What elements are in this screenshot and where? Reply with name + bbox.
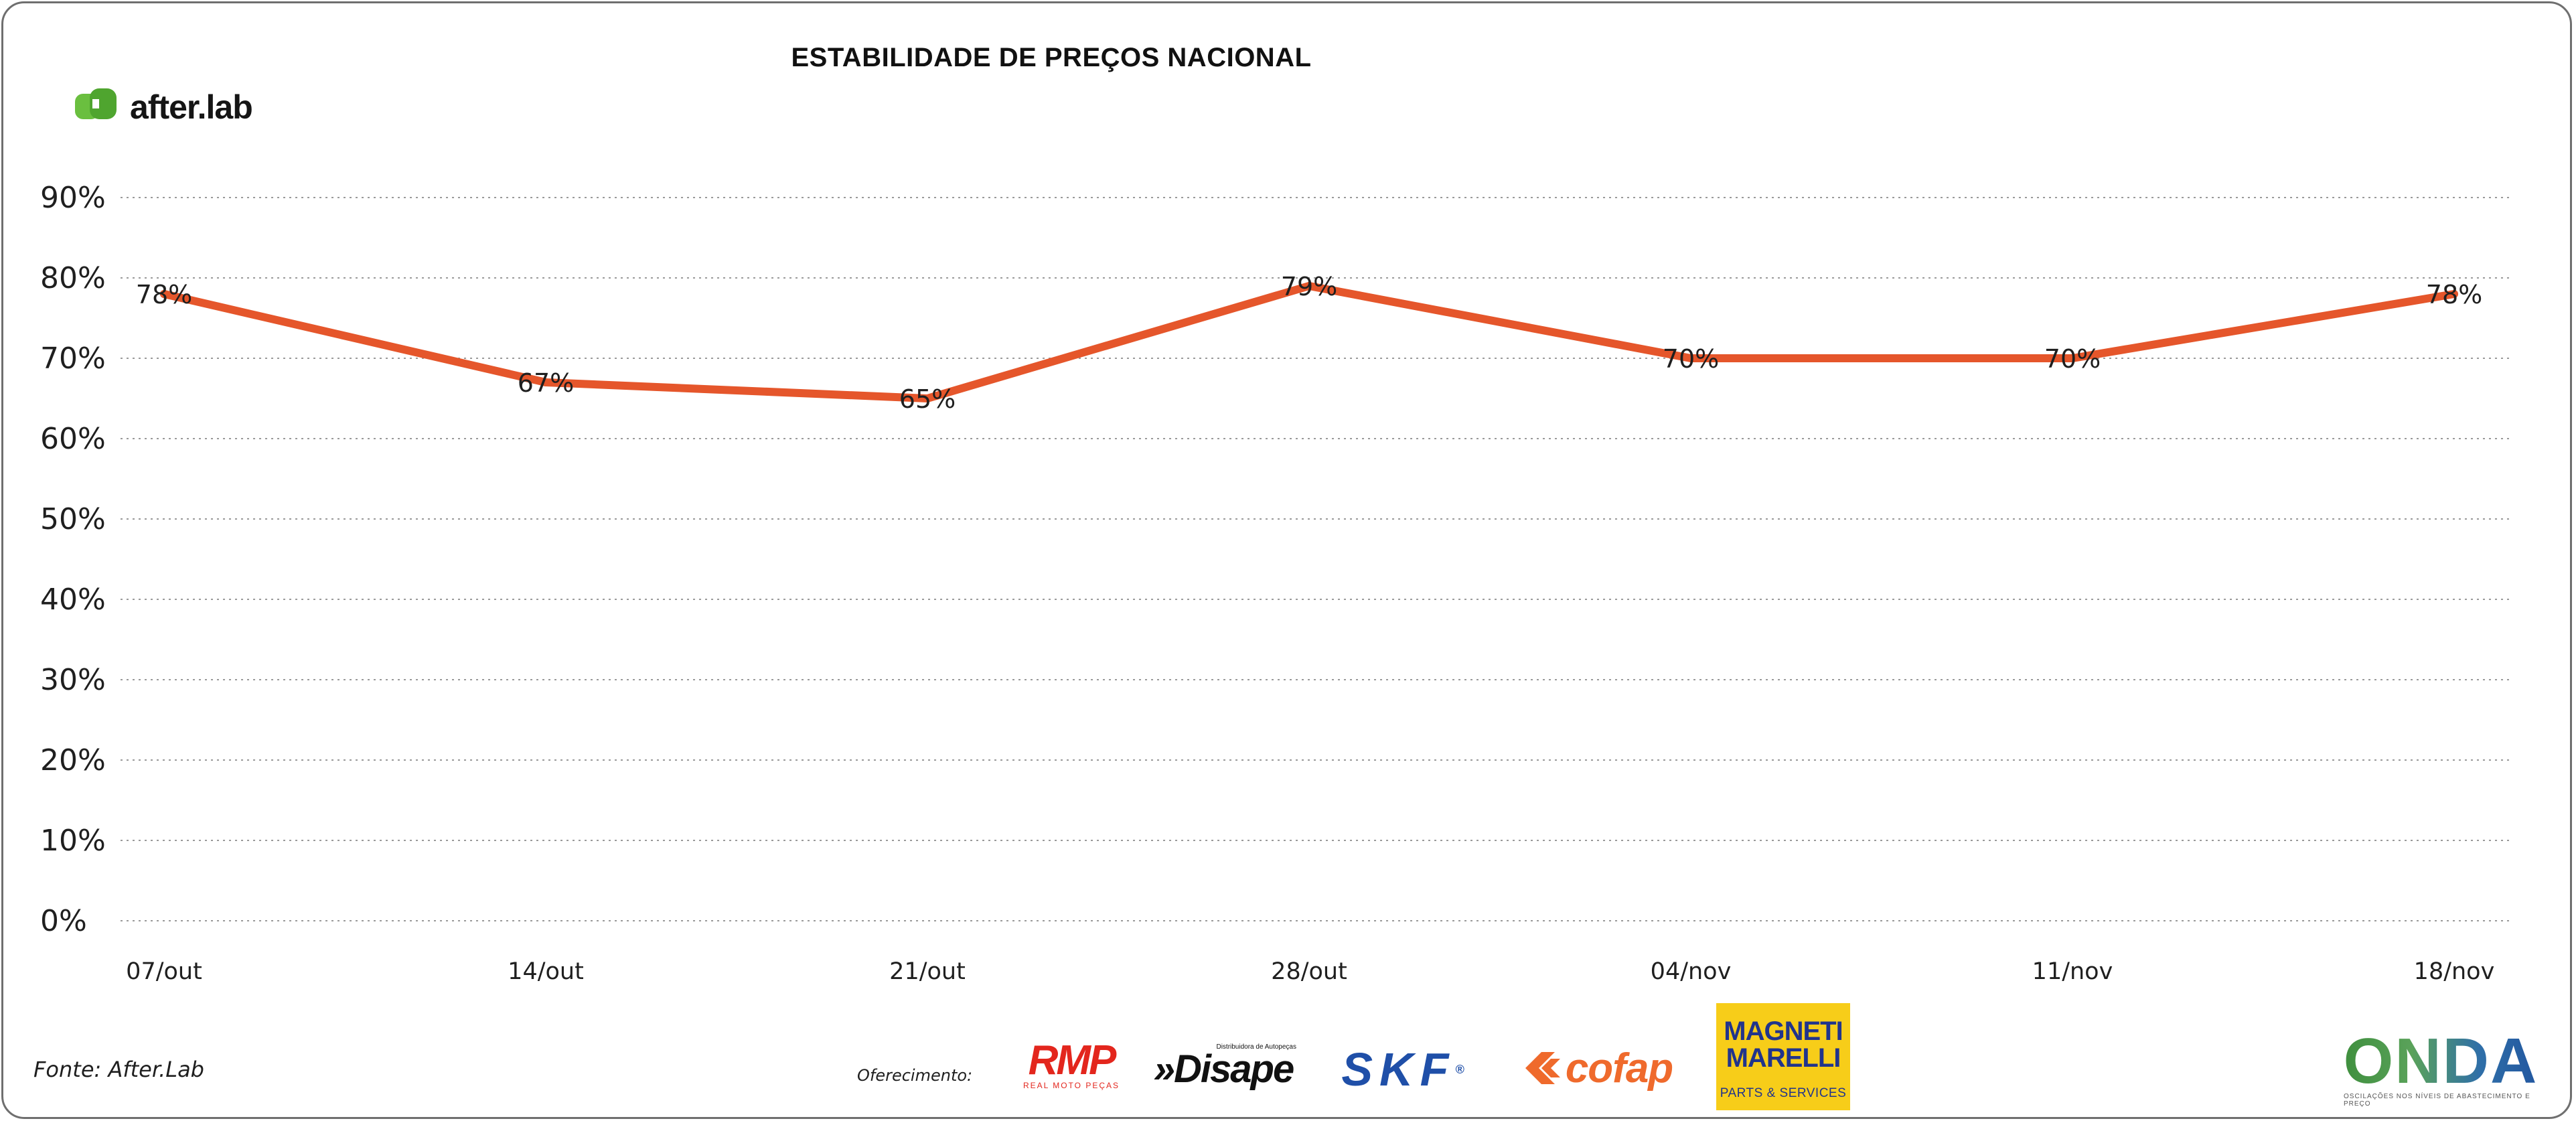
skf-text: SKF: [1341, 1043, 1456, 1096]
series-line: [160, 282, 2458, 402]
grid-lines: [121, 197, 2510, 921]
x-tick-label: 11/nov: [2032, 958, 2113, 985]
data-label: 78%: [136, 280, 192, 309]
onda-name: ONDA: [2343, 1025, 2539, 1097]
parts-services-line: PARTS & SERVICES: [1720, 1086, 1847, 1100]
disape-tagline: Distribuidora de Autopeças: [1216, 1043, 1296, 1051]
source-note: Fonte: After.Lab: [33, 1057, 204, 1082]
x-axis-ticks: 07/out 14/out 21/out 28/out 04/nov 11/nov 18/n…: [126, 958, 2494, 985]
data-point: [923, 394, 931, 402]
skf-logo: SKF®: [1319, 1046, 1487, 1093]
data-point: [2068, 354, 2076, 362]
magneti-marelli-logo: MAGNETI MARELLI PARTS & SERVICES: [1716, 1003, 1850, 1110]
y-axis-ticks: 0% 10% 20% 30% 40% 50% 60% 70% 80% 90%: [40, 181, 106, 938]
data-label: 70%: [2044, 344, 2101, 374]
series-polyline: [160, 282, 2458, 402]
rmp-name: RMP: [1028, 1037, 1117, 1083]
cofap-chevron-icon: [1525, 1052, 1560, 1084]
x-tick-label: 14/out: [508, 958, 584, 985]
y-tick-label: 60%: [40, 422, 106, 456]
afterlab-brand: after.lab: [75, 87, 253, 127]
data-label: 65%: [899, 384, 956, 414]
data-point: [2450, 290, 2458, 298]
afterlab-wordmark: after.lab: [130, 88, 253, 126]
onda-logo: ONDA OSCILAÇÕES NOS NÍVEIS DE ABASTECIME…: [2343, 1025, 2539, 1108]
data-label: 70%: [1663, 344, 1719, 374]
chart-title: ESTABILIDADE DE PREÇOS NACIONAL: [791, 43, 1312, 72]
y-tick-label: 20%: [40, 743, 106, 777]
y-tick-label: 80%: [40, 261, 106, 295]
onda-tagline: OSCILAÇÕES NOS NÍVEIS DE ABASTECIMENTO E…: [2344, 1093, 2530, 1108]
y-tick-label: 0%: [40, 904, 87, 938]
y-tick-label: 10%: [40, 824, 106, 858]
cofap-name: cofap: [1565, 1045, 1673, 1092]
data-point: [542, 378, 550, 386]
x-tick-label: 04/nov: [1651, 958, 1732, 985]
skf-name: SKF®: [1341, 1046, 1464, 1093]
data-point: [160, 290, 168, 298]
magneti-line1: MAGNETI: [1724, 1017, 1843, 1046]
y-tick-label: 30%: [40, 663, 106, 697]
disape-name: »Disape: [1153, 1047, 1294, 1091]
cofap-logo: cofap: [1500, 1045, 1694, 1092]
x-tick-label: 07/out: [126, 958, 202, 985]
skf-registered-mark: ®: [1455, 1063, 1464, 1076]
y-tick-label: 90%: [40, 181, 106, 215]
afterlab-logo-icon: [75, 88, 117, 119]
x-tick-label: 28/out: [1271, 958, 1347, 985]
data-labels: 78% 67% 65% 79% 70% 70% 78%: [136, 272, 2482, 414]
rmp-logo: RMP REAL MOTO PEÇAS: [1011, 1039, 1132, 1092]
data-point: [1687, 354, 1695, 362]
rmp-tagline: REAL MOTO PEÇAS: [1022, 1081, 1120, 1090]
data-point: [1305, 282, 1313, 290]
y-tick-label: 50%: [40, 502, 106, 536]
offer-label: Oferecimento:: [857, 1066, 973, 1085]
data-label: 67%: [518, 368, 574, 398]
y-tick-label: 70%: [40, 342, 106, 376]
marelli-line2: MARELLI: [1726, 1043, 1841, 1073]
data-label: 79%: [1281, 272, 1337, 301]
disape-logo: Distribuidora de Autopeças »Disape: [1146, 1042, 1300, 1089]
data-label: 78%: [2426, 280, 2482, 309]
y-tick-label: 40%: [40, 583, 106, 617]
x-tick-label: 18/nov: [2414, 958, 2495, 985]
x-tick-label: 21/out: [889, 958, 966, 985]
